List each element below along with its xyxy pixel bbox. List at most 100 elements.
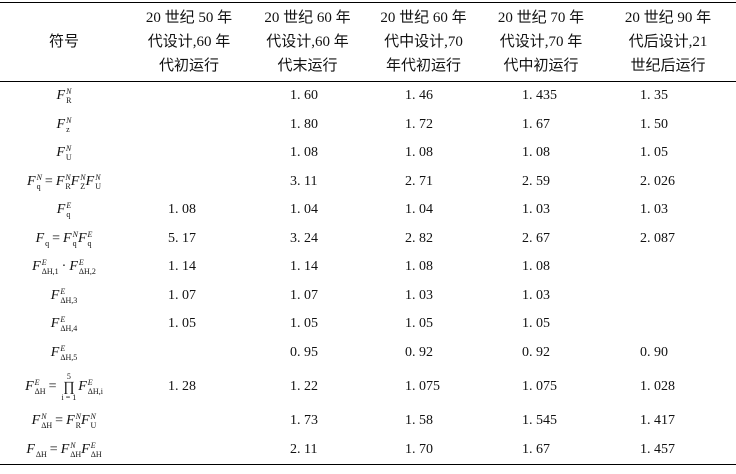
value-cell: 2. 67 <box>482 225 600 254</box>
symbol-base: F <box>32 259 41 275</box>
header-cell: 20 世纪 50 年代设计,60 年代初运行 <box>128 3 250 82</box>
value-cell <box>128 168 250 197</box>
value-cell: 1. 05 <box>482 310 600 339</box>
header-cell: 20 世纪 60 年代设计,60 年代末运行 <box>250 3 365 82</box>
value-cell: 1. 03 <box>482 282 600 311</box>
value: 1. 07 <box>290 287 318 303</box>
value: 2. 82 <box>405 230 433 246</box>
subscript: ΔH,3 <box>60 295 78 305</box>
value: 0. 90 <box>640 344 668 360</box>
subscript: ΔH,5 <box>60 352 78 362</box>
subscript: q <box>66 210 71 220</box>
value-cell: 1. 435 <box>482 82 600 111</box>
value: 0. 92 <box>522 344 550 360</box>
scripts: ΔH <box>36 441 47 459</box>
value-cell <box>128 111 250 140</box>
symbol: F E ΔH,5 <box>50 343 78 362</box>
value-cell: 1. 67 <box>482 436 600 465</box>
header-text: 代设计,60 年 <box>147 34 231 50</box>
value-cell: 1. 58 <box>365 407 482 436</box>
subscript: ΔH,i <box>87 387 103 396</box>
value: 1. 03 <box>522 202 550 218</box>
value: 1. 457 <box>640 441 675 457</box>
value: 1. 075 <box>522 379 557 394</box>
value-cell: 0. 92 <box>482 339 600 368</box>
superscript: E <box>87 378 93 387</box>
symbol-cell: F ΔH = F N ΔH F E ΔH <box>0 436 128 465</box>
value: 1. 435 <box>522 88 557 104</box>
value-cell: 1. 14 <box>128 253 250 282</box>
table-row: F N R 1. 60 1. 46 1. 435 1. 35 <box>0 82 736 111</box>
operator: = <box>49 441 58 457</box>
symbol-base: F <box>70 173 80 189</box>
symbol-cell: F E ΔH,4 <box>0 310 128 339</box>
value: 1. 05 <box>290 316 318 332</box>
header-text: 代末运行 <box>277 58 338 74</box>
header-text: 代初运行 <box>158 58 219 74</box>
value: 1. 08 <box>405 259 433 275</box>
value-cell: 1. 73 <box>250 407 365 436</box>
value: 1. 67 <box>522 441 550 457</box>
value-cell: 1. 457 <box>600 436 736 465</box>
value-cell <box>128 407 250 436</box>
value: 1. 05 <box>405 316 433 332</box>
value-cell: 1. 03 <box>482 196 600 225</box>
header-text: 代设计,60 年 <box>266 34 349 50</box>
superscript: N <box>41 412 47 422</box>
header-text: 20 世纪 50 年 <box>145 10 233 26</box>
value-cell: 2. 11 <box>250 436 365 465</box>
symbol: F E ΔH,3 <box>51 287 77 305</box>
value-cell <box>128 139 250 168</box>
symbol-base: F <box>60 441 70 457</box>
symbol-base: F <box>50 316 60 332</box>
value-cell <box>128 82 250 111</box>
symbol-base: F <box>56 202 66 218</box>
table: 符号 20 世纪 50 年代设计,60 年代初运行 20 世纪 60 年代设计,60… <box>0 2 736 465</box>
subscript: q <box>45 238 50 248</box>
header-text: 符号 <box>48 34 79 50</box>
scripts: E ΔH,3 <box>60 287 77 305</box>
symbol-base: F <box>80 413 90 429</box>
superscript: N <box>66 87 72 97</box>
value-cell: 1. 80 <box>250 111 365 140</box>
subscript: R <box>65 181 71 191</box>
symbol-cell: F E ΔH,3 <box>0 282 128 311</box>
value-cell: 1. 03 <box>365 282 482 311</box>
value: 0. 92 <box>405 344 433 360</box>
subscript: U <box>90 421 97 431</box>
value: 2. 11 <box>290 441 318 457</box>
header-text: 20 世纪 60 年 <box>380 10 467 26</box>
operator: = <box>52 230 61 246</box>
value-cell: 1. 028 <box>600 367 736 407</box>
symbol-base: F <box>56 116 66 132</box>
symbol-base: F <box>35 230 45 246</box>
value-cell <box>600 282 736 311</box>
value: 1. 72 <box>405 116 433 132</box>
value: 1. 04 <box>405 202 433 218</box>
symbol: F E ΔH = 5 ∏ i = 1 F E ΔH,i <box>25 372 103 401</box>
symbol-base: F <box>50 344 60 360</box>
symbol-base: F <box>63 230 72 246</box>
value-cell: 2. 087 <box>600 225 736 254</box>
value: 1. 50 <box>640 116 668 132</box>
value-cell: 1. 08 <box>365 253 482 282</box>
value: 1. 075 <box>405 379 440 394</box>
superscript: E <box>60 343 66 353</box>
subscript: ΔH <box>34 387 46 396</box>
value: 1. 417 <box>640 413 675 429</box>
value-cell: 1. 14 <box>250 253 365 282</box>
header-text: 20 世纪 70 年 <box>497 10 585 26</box>
symbol-base: F <box>56 88 66 104</box>
symbol-cell: F E ΔH,1 · F E ΔH,2 <box>0 253 128 282</box>
